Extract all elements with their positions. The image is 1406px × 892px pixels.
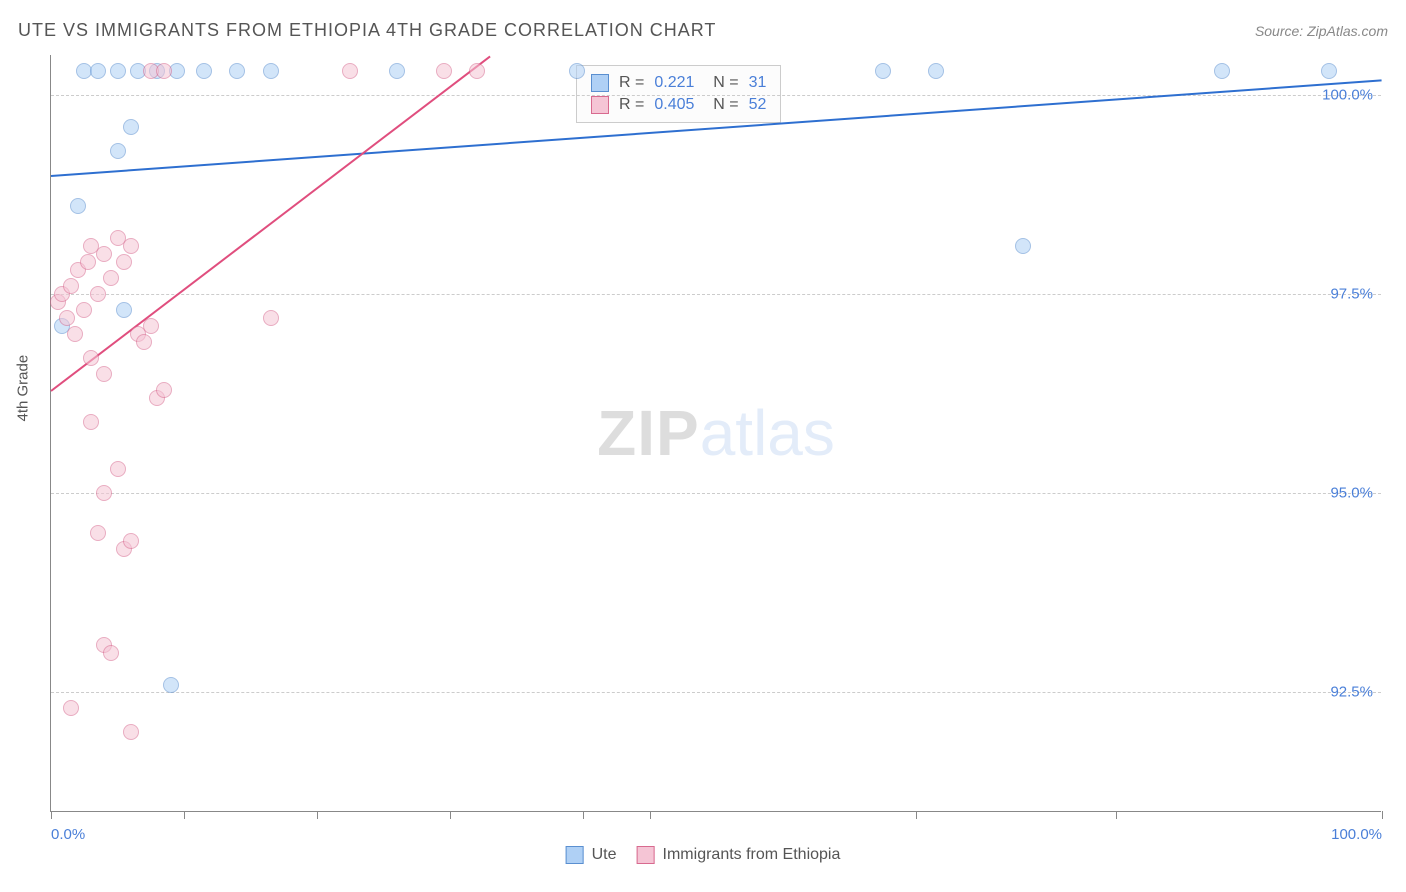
legend-n-label: N = [704, 96, 738, 114]
legend-swatch [566, 846, 584, 864]
series-legend-item: Ute [566, 846, 617, 864]
scatter-point [263, 63, 279, 79]
legend-r-value: 0.221 [654, 74, 694, 92]
scatter-point [123, 119, 139, 135]
chart-title: UTE VS IMMIGRANTS FROM ETHIOPIA 4TH GRAD… [18, 20, 716, 41]
y-tick-label: 100.0% [1322, 86, 1373, 103]
scatter-point [90, 286, 106, 302]
gridline [51, 692, 1381, 693]
scatter-point [110, 63, 126, 79]
scatter-point [90, 63, 106, 79]
scatter-point [875, 63, 891, 79]
scatter-point [63, 278, 79, 294]
scatter-point [76, 302, 92, 318]
chart-header: UTE VS IMMIGRANTS FROM ETHIOPIA 4TH GRAD… [18, 20, 1388, 41]
scatter-point [83, 350, 99, 366]
source-attribution: Source: ZipAtlas.com [1255, 23, 1388, 39]
scatter-point [163, 677, 179, 693]
watermark: ZIPatlas [597, 396, 835, 470]
scatter-point [116, 302, 132, 318]
scatter-point [63, 700, 79, 716]
x-tick [317, 811, 318, 819]
y-tick-label: 97.5% [1330, 286, 1373, 303]
legend-n-label: N = [704, 74, 738, 92]
scatter-point [103, 645, 119, 661]
gridline [51, 294, 1381, 295]
scatter-point [103, 270, 119, 286]
scatter-point [136, 334, 152, 350]
y-tick-label: 92.5% [1330, 684, 1373, 701]
x-tick [450, 811, 451, 819]
scatter-point [83, 414, 99, 430]
scatter-point [143, 318, 159, 334]
watermark-atlas: atlas [700, 397, 835, 469]
scatter-point [342, 63, 358, 79]
scatter-point [928, 63, 944, 79]
scatter-point [1214, 63, 1230, 79]
series-legend: Ute Immigrants from Ethiopia [566, 846, 841, 864]
legend-r-label: R = [619, 96, 644, 114]
scatter-point [90, 525, 106, 541]
scatter-point [59, 310, 75, 326]
trend-line [50, 55, 490, 391]
scatter-point [569, 63, 585, 79]
x-tick [1116, 811, 1117, 819]
scatter-point [96, 246, 112, 262]
legend-swatch [591, 74, 609, 92]
series-legend-item: Immigrants from Ethiopia [637, 846, 841, 864]
scatter-point [156, 382, 172, 398]
watermark-zip: ZIP [597, 397, 700, 469]
scatter-point [389, 63, 405, 79]
legend-swatch [637, 846, 655, 864]
series-legend-label: Immigrants from Ethiopia [663, 846, 841, 864]
scatter-point [436, 63, 452, 79]
legend-n-value: 31 [749, 74, 767, 92]
scatter-point [80, 254, 96, 270]
y-tick-label: 95.0% [1330, 485, 1373, 502]
legend-row: R = 0.221 N = 31 [591, 72, 766, 94]
x-tick [184, 811, 185, 819]
gridline [51, 493, 1381, 494]
x-tick-label: 0.0% [51, 826, 85, 843]
x-tick [650, 811, 651, 819]
scatter-point [123, 533, 139, 549]
scatter-point [67, 326, 83, 342]
x-tick [583, 811, 584, 819]
scatter-point [263, 310, 279, 326]
legend-n-value: 52 [749, 96, 767, 114]
legend-r-label: R = [619, 74, 644, 92]
scatter-point [70, 198, 86, 214]
scatter-point [116, 254, 132, 270]
x-tick [1382, 811, 1383, 819]
scatter-point [1015, 238, 1031, 254]
legend-row: R = 0.405 N = 52 [591, 94, 766, 116]
scatter-point [469, 63, 485, 79]
scatter-point [96, 485, 112, 501]
x-tick [51, 811, 52, 819]
y-axis-label: 4th Grade [15, 355, 32, 422]
legend-swatch [591, 96, 609, 114]
scatter-point [96, 366, 112, 382]
scatter-point [229, 63, 245, 79]
legend-r-value: 0.405 [654, 96, 694, 114]
x-tick-label: 100.0% [1331, 826, 1382, 843]
scatter-point [1321, 63, 1337, 79]
scatter-point [110, 461, 126, 477]
chart-plot-area: 4th Grade ZIPatlas R =0.221 N =31R =0.40… [50, 55, 1381, 812]
series-legend-label: Ute [592, 846, 617, 864]
scatter-point [196, 63, 212, 79]
scatter-point [123, 238, 139, 254]
scatter-point [110, 143, 126, 159]
x-tick [916, 811, 917, 819]
scatter-point [123, 724, 139, 740]
scatter-point [156, 63, 172, 79]
